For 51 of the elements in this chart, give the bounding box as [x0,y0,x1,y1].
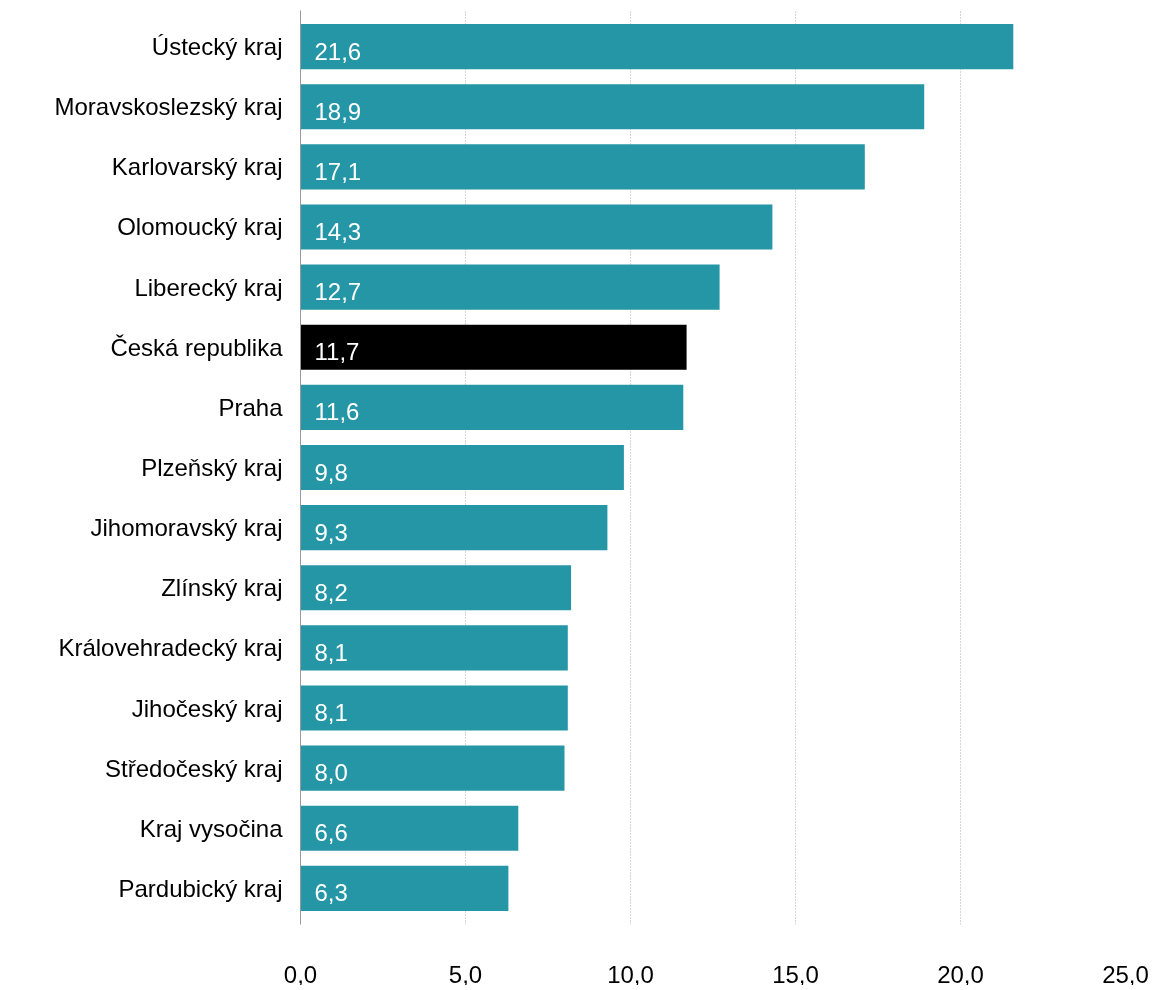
data-label: 8,0 [314,759,348,787]
y-tick-label: Pardubický kraj [118,874,283,902]
y-tick-label: Ústecký kraj [151,33,283,61]
x-tick-label: 25,0 [1102,960,1149,988]
bar [300,324,687,370]
y-tick-label: Kraj vysočina [139,814,284,842]
bar [300,204,773,250]
bar [300,264,720,310]
bar [300,505,608,551]
bar [300,84,925,130]
y-tick-label: Česká republika [110,333,284,361]
data-label: 9,8 [314,458,348,486]
y-tick-label: Praha [218,393,284,421]
y-tick-label: Středočeský kraj [105,754,283,782]
data-label: 18,9 [314,97,362,125]
data-label: 8,1 [314,638,348,666]
bar [300,805,519,851]
y-tick-label: Moravskoslezský kraj [54,93,283,121]
data-label: 21,6 [314,37,362,65]
y-tick-label: Zlínský kraj [161,574,283,602]
data-label: 8,1 [314,699,348,727]
bar [300,685,568,731]
y-tick-label: Jihomoravský kraj [90,514,283,542]
bar [300,384,684,430]
y-tick-label: Jihočeský kraj [131,694,283,722]
x-tick-label: 20,0 [937,960,984,988]
y-tick-label: Královehradecký kraj [58,634,283,662]
bar [300,745,565,791]
bar [300,444,624,491]
x-tick-label: 15,0 [772,960,819,988]
bar [300,625,568,671]
data-label: 8,2 [314,578,348,606]
bar [300,565,572,611]
bar [300,144,865,190]
x-tick-label: 10,0 [607,960,654,988]
y-tick-label: Liberecký kraj [134,273,283,301]
x-tick-label: 5,0 [448,960,483,988]
data-label: 12,7 [314,278,362,306]
data-label: 9,3 [314,518,348,546]
data-label: 6,3 [314,879,348,907]
bar [300,24,1014,70]
data-label: 6,6 [314,819,348,847]
data-label: 11,6 [314,398,360,426]
data-label: 14,3 [314,217,362,245]
bar [300,865,509,911]
y-tick-label: Olomoucký kraj [117,213,283,241]
data-label: 17,1 [314,157,362,185]
y-tick-label: Karlovarský kraj [111,153,283,181]
x-tick-label: 0,0 [283,960,318,988]
data-label: 11,7 [314,338,360,366]
y-tick-label: Plzeňský kraj [141,454,283,481]
